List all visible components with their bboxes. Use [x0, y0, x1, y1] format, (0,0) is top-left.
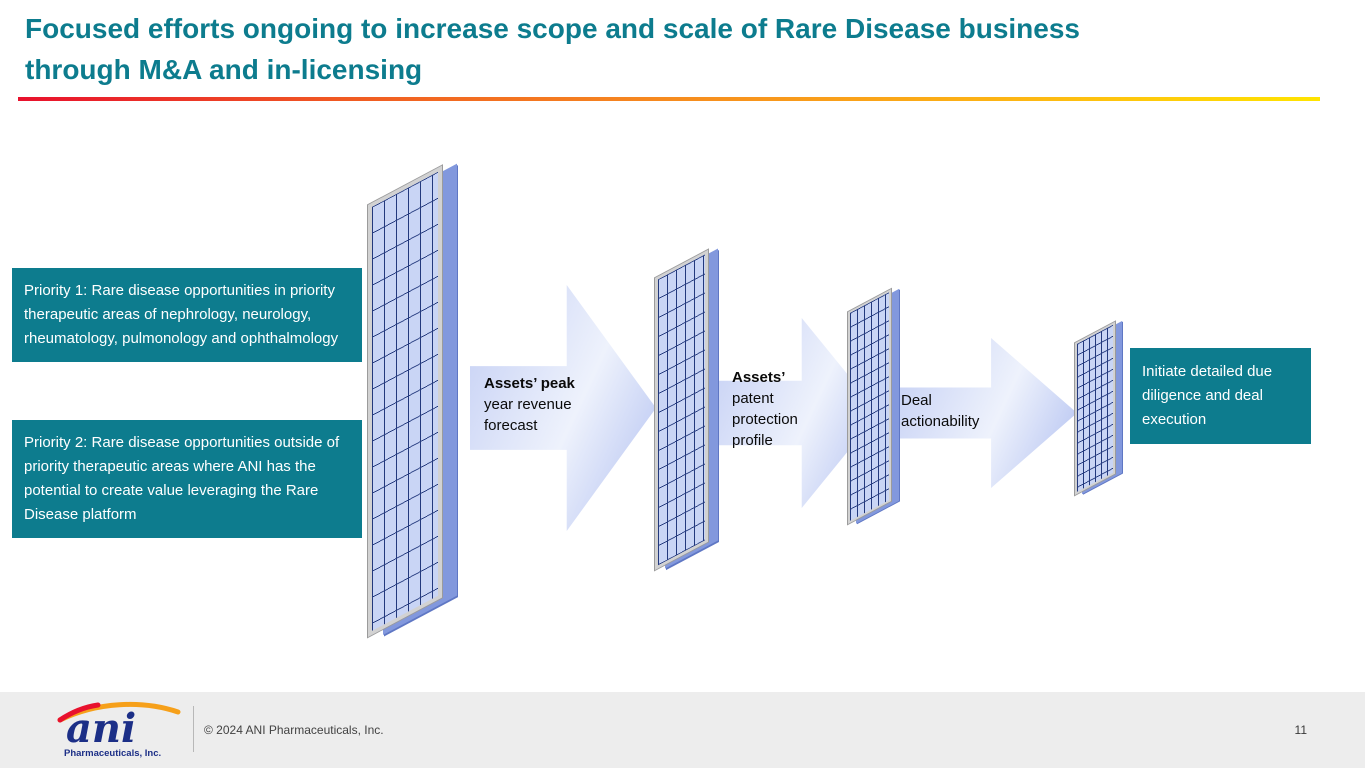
- step-2-line-1: patent: [732, 390, 774, 407]
- ani-logo: ani Pharmaceuticals, Inc.: [57, 701, 181, 759]
- page-title: Focused efforts ongoing to increase scop…: [25, 8, 1325, 90]
- step-label-patent-protection: Assets’ patent protection profile: [732, 367, 847, 451]
- step-3-line-1: Deal: [901, 392, 932, 409]
- priority-2-box: Priority 2: Rare disease opportunities o…: [12, 420, 362, 538]
- step-label-deal-actionability: Deal actionability: [901, 390, 1026, 432]
- step-2-line-2: protection: [732, 411, 798, 428]
- logo-subtext: Pharmaceuticals, Inc.: [64, 748, 161, 759]
- page-title-line-1: Focused efforts ongoing to increase scop…: [25, 13, 1080, 44]
- accent-gradient-bar: [18, 97, 1320, 101]
- filter-screen-large-icon: [367, 164, 443, 639]
- step-1-lead: Assets’ peak: [484, 375, 575, 392]
- footer-divider: [193, 706, 194, 752]
- footer: ani Pharmaceuticals, Inc. © 2024 ANI Pha…: [0, 692, 1365, 768]
- filter-screen-small-icon: [847, 288, 892, 526]
- step-label-revenue-forecast: Assets’ peak year revenue forecast: [484, 373, 619, 436]
- priority-1-box: Priority 1: Rare disease opportunities i…: [12, 268, 362, 362]
- step-2-lead: Assets’: [732, 369, 786, 386]
- logo-swoosh-red-icon: [57, 702, 101, 723]
- copyright-text: © 2024 ANI Pharmaceuticals, Inc.: [204, 723, 384, 737]
- page-title-line-2: through M&A and in-licensing: [25, 54, 423, 85]
- logo-wordmark: ani: [66, 705, 136, 752]
- outcome-box: Initiate detailed due diligence and deal…: [1130, 348, 1311, 444]
- filter-screen-medium-icon: [654, 248, 709, 572]
- step-1-line-2: forecast: [484, 417, 538, 434]
- filter-screen-smallest-icon: [1074, 320, 1116, 497]
- page-number: 11: [1294, 723, 1307, 737]
- step-2-line-3: profile: [732, 432, 773, 449]
- step-1-line-1: year revenue: [484, 396, 572, 413]
- step-3-line-2: actionability: [901, 413, 980, 430]
